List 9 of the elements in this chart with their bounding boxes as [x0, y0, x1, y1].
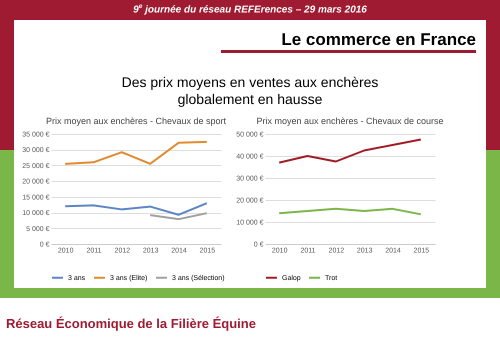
text: Réseau Économique de la Filière Équine	[6, 316, 256, 331]
line-series	[278, 138, 422, 164]
text: Des prix moyens en ventes aux enchères globalement en hausse	[120, 74, 380, 108]
text: 9$^{e}$ journée du réseau REFErences – 29 mars 2016	[132, 3, 368, 16]
chart-title: Prix moyen aux enchères - Chevaux de course	[256, 116, 444, 126]
chart-title: Prix moyen aux enchères - Chevaux de sport	[46, 116, 227, 126]
line-series	[64, 202, 208, 216]
text: Le commerce en France	[221, 30, 476, 53]
line-series	[64, 140, 208, 165]
